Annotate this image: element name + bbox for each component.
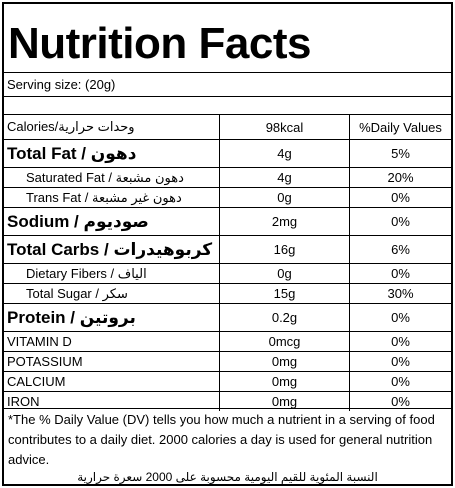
nutrient-row: Sodium / صوديوم 2mg 0% bbox=[4, 207, 451, 235]
nutrient-amount: 0mg bbox=[271, 394, 298, 409]
nutrient-label: Total Sugar / سكر bbox=[26, 285, 128, 301]
footnote: *The % Daily Value (DV) tells you how mu… bbox=[8, 412, 435, 467]
nutrient-row: Total Carbs / كربوهيدرات 16g 6% bbox=[4, 235, 451, 263]
nutrient-amount: 16g bbox=[273, 242, 296, 257]
nutrient-amount: 0mcg bbox=[268, 334, 301, 349]
nutrient-daily-value: 0% bbox=[391, 394, 410, 409]
nutrient-label: Dietary Fibers / الياف bbox=[26, 265, 147, 281]
calories-header-row: Calories/وحدات حرارية 98kcal %Daily Valu… bbox=[4, 114, 451, 139]
nutrient-daily-value: 5% bbox=[391, 146, 410, 161]
footnote-arabic: النسبة المئوية للقيم اليومية محسوبة على … bbox=[77, 470, 378, 484]
nutrient-row: Protein / بروتين 0.2g 0% bbox=[4, 303, 451, 331]
nutrient-row: IRON 0mg 0% bbox=[4, 391, 451, 411]
nutrient-daily-value: 0% bbox=[391, 214, 410, 229]
nutrient-amount: 2mg bbox=[271, 214, 298, 229]
calories-value: 98kcal bbox=[265, 119, 304, 135]
serving-row: Serving size: (20g) bbox=[4, 72, 451, 96]
nutrient-row: POTASSIUM 0mg 0% bbox=[4, 351, 451, 371]
nutrient-label: IRON bbox=[7, 394, 40, 409]
daily-values-header: %Daily Values bbox=[359, 119, 442, 135]
nutrient-label: Trans Fat / دهون غير مشبعة bbox=[26, 189, 182, 205]
nutrient-daily-value: 0% bbox=[391, 310, 410, 325]
nutrient-daily-value: 0% bbox=[391, 190, 410, 205]
page-title: Nutrition Facts bbox=[8, 19, 311, 68]
footnote-divider bbox=[4, 408, 451, 409]
nutrient-amount: 4g bbox=[277, 170, 292, 185]
nutrient-row: Total Fat / دهون 4g 5% bbox=[4, 139, 451, 167]
nutrient-daily-value: 0% bbox=[391, 266, 410, 281]
nutrient-amount: 0g bbox=[277, 190, 292, 205]
nutrient-amount: 0g bbox=[277, 266, 292, 281]
nutrient-row: Saturated Fat / دهون مشبعة 4g 20% bbox=[4, 167, 451, 187]
nutrient-amount: 15g bbox=[273, 286, 296, 301]
nutrient-label: Protein / بروتين bbox=[7, 307, 136, 327]
nutrient-label: VITAMIN D bbox=[7, 334, 72, 349]
nutrient-row: Trans Fat / دهون غير مشبعة 0g 0% bbox=[4, 187, 451, 207]
nutrient-label: POTASSIUM bbox=[7, 354, 83, 369]
nutrient-label: Total Fat / دهون bbox=[7, 143, 137, 163]
nutrient-daily-value: 6% bbox=[391, 242, 410, 257]
nutrient-daily-value: 20% bbox=[387, 170, 414, 185]
nutrient-amount: 0mg bbox=[271, 354, 298, 369]
nutrient-daily-value: 0% bbox=[391, 334, 410, 349]
nutrient-label: CALCIUM bbox=[7, 374, 66, 389]
nutrient-label: Saturated Fat / دهون مشبعة bbox=[26, 169, 184, 185]
nutrient-amount: 0mg bbox=[271, 374, 298, 389]
nutrient-row: VITAMIN D 0mcg 0% bbox=[4, 331, 451, 351]
nutrient-daily-value: 0% bbox=[391, 354, 410, 369]
nutrient-label: Sodium / صوديوم bbox=[7, 211, 149, 231]
calories-label: Calories/وحدات حرارية bbox=[7, 119, 135, 134]
nutrient-row: Dietary Fibers / الياف 0g 0% bbox=[4, 263, 451, 283]
nutrient-row: CALCIUM 0mg 0% bbox=[4, 371, 451, 391]
nutrient-label: Total Carbs / كربوهيدرات bbox=[7, 239, 213, 259]
nutrient-row: Total Sugar / سكر 15g 30% bbox=[4, 283, 451, 303]
serving-size: Serving size: (20g) bbox=[7, 77, 116, 92]
nutrient-daily-value: 30% bbox=[387, 286, 414, 301]
spacer-row bbox=[4, 96, 451, 114]
nutrient-amount: 0.2g bbox=[271, 310, 298, 325]
nutrient-amount: 4g bbox=[277, 146, 292, 161]
nutrient-daily-value: 0% bbox=[391, 374, 410, 389]
